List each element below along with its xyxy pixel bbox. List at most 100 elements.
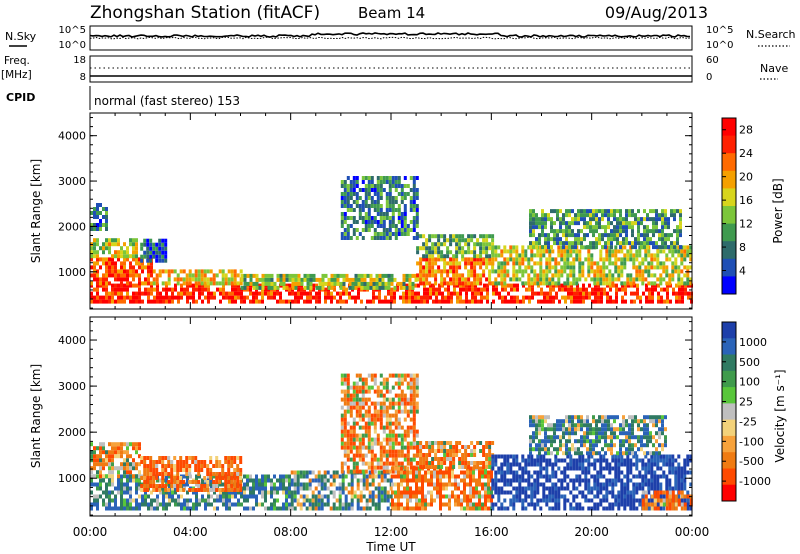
data-cell xyxy=(308,478,312,483)
data-cell xyxy=(406,224,410,228)
data-cell xyxy=(604,213,607,218)
data-cell xyxy=(527,502,531,507)
data-cell xyxy=(165,502,168,507)
data-cell xyxy=(210,295,213,300)
data-cell xyxy=(394,494,397,499)
data-cell xyxy=(560,458,564,463)
data-cell xyxy=(158,472,162,476)
data-cell xyxy=(340,212,344,216)
data-cell xyxy=(503,458,507,463)
data-cell xyxy=(415,405,419,410)
data-cell xyxy=(343,232,347,236)
data-cell xyxy=(421,494,424,499)
data-cell xyxy=(111,261,114,266)
data-cell xyxy=(352,433,356,438)
data-cell xyxy=(422,234,426,239)
data-cell xyxy=(403,196,407,200)
data-cell xyxy=(156,291,159,296)
data-cell xyxy=(361,377,365,382)
data-cell xyxy=(155,273,159,278)
data-cell xyxy=(548,462,552,467)
data-cell xyxy=(150,291,153,296)
data-cell xyxy=(609,283,612,288)
data-cell xyxy=(614,249,618,254)
data-cell xyxy=(224,476,228,480)
data-cell xyxy=(186,482,189,487)
data-cell xyxy=(397,228,401,232)
data-cell xyxy=(434,250,438,255)
data-cell xyxy=(300,277,304,282)
data-cell xyxy=(146,258,150,263)
data-cell xyxy=(340,220,344,224)
data-cell xyxy=(231,287,234,292)
data-cell xyxy=(379,220,383,224)
data-cell xyxy=(536,277,540,282)
data-cell xyxy=(164,269,168,274)
data-cell xyxy=(683,273,687,278)
data-cell xyxy=(236,472,240,476)
data-cell xyxy=(655,245,658,250)
data-cell xyxy=(584,470,588,475)
data-cell xyxy=(314,506,318,511)
data-cell xyxy=(491,261,495,266)
data-cell xyxy=(267,474,270,479)
data-cell xyxy=(161,250,165,255)
data-cell xyxy=(679,217,682,222)
data-cell xyxy=(550,237,553,242)
data-cell xyxy=(233,488,237,492)
data-cell xyxy=(551,490,555,495)
data-cell xyxy=(406,445,410,450)
data-cell xyxy=(102,250,105,255)
data-cell xyxy=(595,213,598,218)
data-cell xyxy=(347,490,351,495)
data-cell xyxy=(554,257,558,262)
data-cell xyxy=(434,457,438,461)
data-cell xyxy=(397,453,401,458)
data-cell xyxy=(285,478,288,483)
data-cell xyxy=(227,476,231,480)
data-cell xyxy=(397,377,401,382)
data-cell xyxy=(358,232,362,236)
data-cell xyxy=(420,299,423,304)
data-cell xyxy=(572,486,576,491)
data-cell xyxy=(432,283,435,288)
data-cell xyxy=(361,204,365,208)
data-cell xyxy=(488,441,492,445)
data-cell xyxy=(176,480,180,484)
data-cell xyxy=(542,281,546,286)
data-cell xyxy=(449,238,453,243)
data-cell xyxy=(391,232,395,236)
data-cell xyxy=(279,273,283,278)
data-cell xyxy=(105,486,108,491)
data-cell xyxy=(487,482,490,487)
data-cell xyxy=(379,236,383,240)
data-cell xyxy=(412,478,415,483)
data-cell xyxy=(476,273,480,278)
data-cell xyxy=(527,245,531,250)
data-cell xyxy=(484,506,487,511)
data-cell xyxy=(341,478,345,483)
data-cell xyxy=(409,425,413,430)
data-cell xyxy=(481,506,484,511)
data-cell xyxy=(261,474,264,479)
data-cell xyxy=(367,461,371,466)
data-cell xyxy=(120,486,123,491)
data-cell xyxy=(129,470,132,475)
data-cell xyxy=(547,233,550,238)
data-cell xyxy=(612,283,615,288)
data-cell xyxy=(129,265,132,270)
data-cell xyxy=(653,281,657,286)
data-cell xyxy=(548,269,552,274)
data-cell xyxy=(669,283,672,288)
data-cell xyxy=(356,506,360,511)
data-cell xyxy=(406,425,410,430)
data-cell xyxy=(249,299,252,304)
data-cell xyxy=(582,291,585,296)
data-cell xyxy=(449,449,453,453)
data-cell xyxy=(644,249,648,254)
data-cell xyxy=(436,478,439,483)
data-cell xyxy=(108,470,111,475)
data-cell xyxy=(647,281,651,286)
data-cell xyxy=(99,277,102,282)
data-cell xyxy=(371,494,375,499)
